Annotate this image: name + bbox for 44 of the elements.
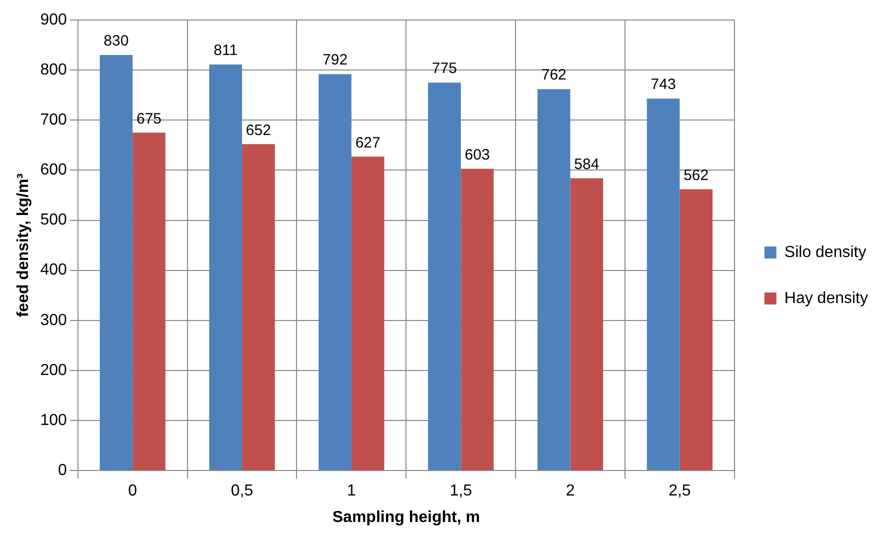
x-tick-label: 1	[346, 482, 356, 500]
x-tick-label: 2	[566, 482, 575, 500]
bar	[318, 74, 352, 470]
y-tick-label: 400	[40, 262, 67, 279]
bar	[242, 144, 275, 470]
bar	[351, 156, 384, 470]
data-label: 627	[355, 134, 380, 152]
bar	[680, 189, 713, 470]
data-label: 603	[464, 146, 490, 164]
data-label: 562	[684, 166, 709, 184]
data-label: 811	[214, 42, 238, 60]
x-tick-label: 2,5	[668, 482, 691, 500]
bar	[460, 168, 494, 470]
x-tick-label: 0	[128, 482, 138, 500]
y-axis-title: feed density, kg/m³	[15, 173, 32, 318]
legend-label: Hay density	[784, 290, 868, 307]
data-label: 762	[541, 66, 566, 84]
data-label: 775	[432, 60, 457, 78]
x-axis-title: Sampling height, m	[332, 508, 480, 526]
bar	[428, 82, 461, 470]
y-tick-label: 300	[40, 312, 67, 329]
data-label: 675	[136, 110, 162, 128]
bar	[570, 178, 604, 470]
data-label: 830	[104, 32, 129, 50]
y-tick-label: 900	[40, 11, 67, 28]
x-tick-label: 0,5	[230, 482, 254, 500]
y-tick-label: 200	[40, 362, 67, 379]
data-label: 743	[650, 76, 676, 94]
y-tick-label: 500	[40, 212, 67, 229]
y-tick-label: 600	[40, 162, 67, 179]
legend-label: Silo density	[784, 244, 866, 261]
bar	[100, 55, 133, 470]
bar	[646, 98, 680, 470]
data-label: 584	[574, 156, 600, 173]
y-tick-label: 0	[58, 462, 67, 480]
y-tick-label: 700	[40, 112, 67, 129]
bar	[209, 64, 242, 470]
data-label: 652	[246, 122, 271, 139]
y-tick-label: 800	[40, 61, 67, 78]
bar	[537, 89, 570, 470]
data-label: 792	[322, 52, 348, 69]
x-tick-label: 1,5	[450, 482, 472, 500]
y-tick-label: 100	[40, 412, 67, 429]
bar	[132, 132, 166, 470]
